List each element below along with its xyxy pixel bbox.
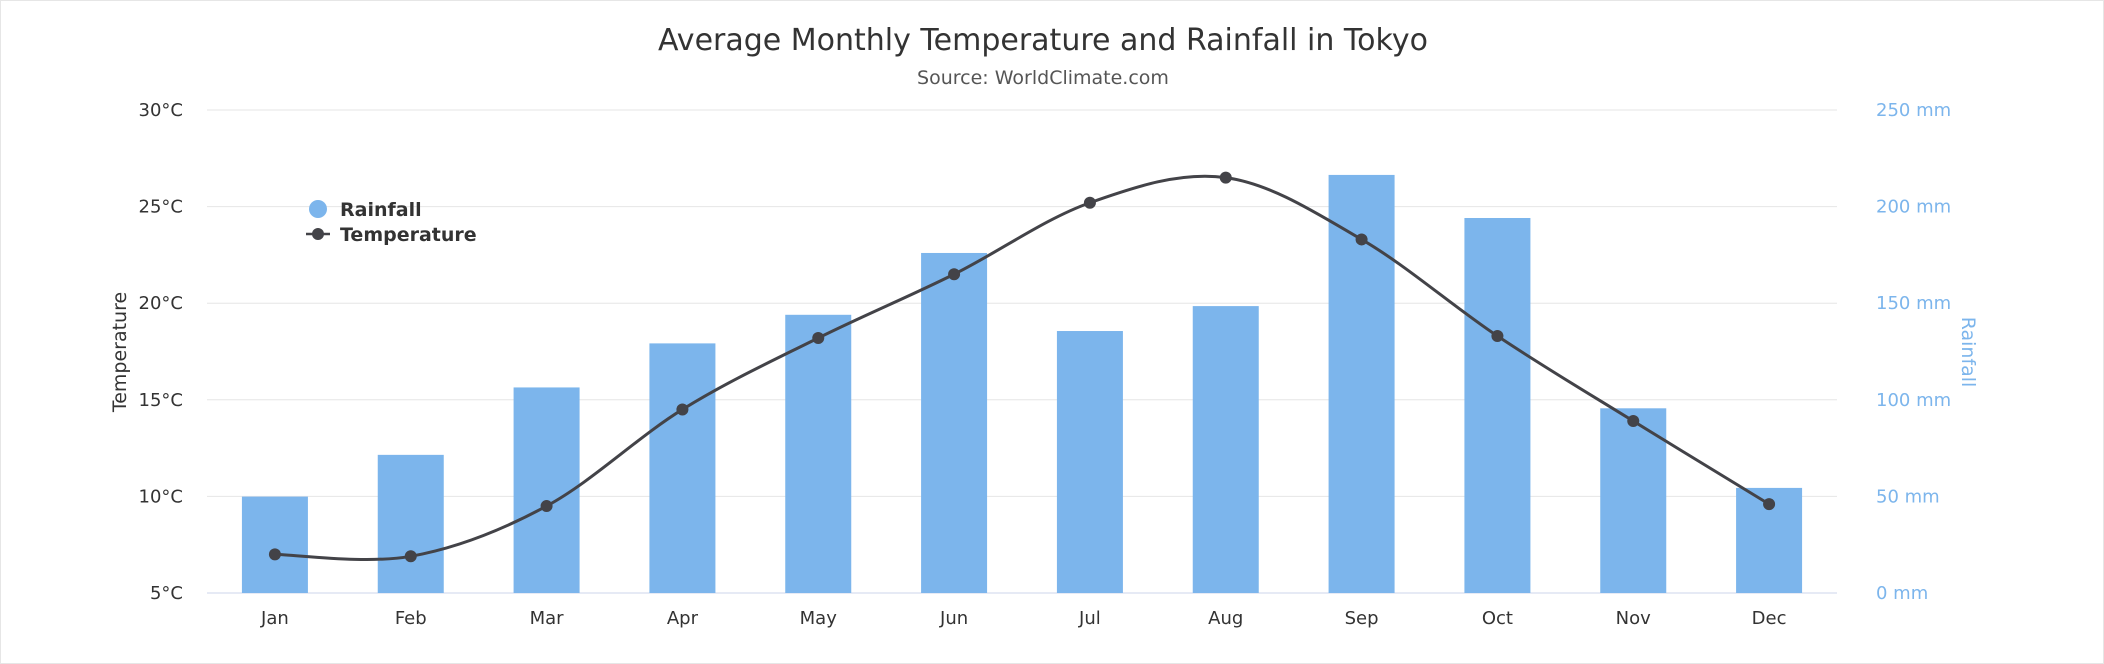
legend-rainfall-label: Rainfall xyxy=(340,199,422,221)
temperature-point[interactable] xyxy=(1355,233,1368,246)
y-right-tick-label: 50 mm xyxy=(1876,486,1940,507)
rainfall-bar[interactable] xyxy=(241,496,308,593)
temperature-line[interactable] xyxy=(274,174,1770,561)
rainfall-bar[interactable] xyxy=(921,252,988,593)
legend-item-temperature[interactable]: Temperature xyxy=(306,224,477,246)
x-tick-label: Dec xyxy=(1752,608,1787,629)
x-tick-label: Feb xyxy=(395,608,427,629)
y-axis-right-title: Rainfall xyxy=(1957,317,1979,388)
y-axis-left-title: Temperature xyxy=(109,292,131,413)
x-tick-label: Apr xyxy=(667,608,699,629)
legend-temperature-label: Temperature xyxy=(340,224,477,246)
y-left-tick-label: 25°C xyxy=(139,197,183,218)
y-right-tick-label: 100 mm xyxy=(1876,390,1951,411)
temperature-point[interactable] xyxy=(1219,171,1232,184)
y-right-tick-label: 0 mm xyxy=(1876,583,1928,604)
temperature-point[interactable] xyxy=(1763,498,1776,511)
chart-title: Average Monthly Temperature and Rainfall… xyxy=(658,23,1428,58)
x-tick-label: Jan xyxy=(260,608,289,629)
y-right-tick-label: 200 mm xyxy=(1876,197,1951,218)
y-axis-right: 0 mm 50 mm 100 mm 150 mm 200 mm 250 mm xyxy=(1876,100,1951,604)
temperature-point[interactable] xyxy=(1083,196,1096,209)
y-left-tick-label: 15°C xyxy=(139,390,183,411)
x-axis: Jan Feb Mar Apr May Jun Jul Aug Sep Oct Nov Dec xyxy=(260,608,1786,629)
rainfall-bar[interactable] xyxy=(785,314,852,593)
y-right-tick-label: 150 mm xyxy=(1876,293,1951,314)
legend-rainfall-marker-icon xyxy=(309,200,327,218)
rainfall-bar[interactable] xyxy=(1464,217,1531,594)
temperature-point[interactable] xyxy=(540,500,553,513)
x-tick-label: Oct xyxy=(1482,608,1513,629)
y-left-tick-label: 5°C xyxy=(150,583,183,604)
temperature-line-layer[interactable] xyxy=(268,171,1776,563)
temperature-point[interactable] xyxy=(268,548,281,561)
y-left-tick-label: 30°C xyxy=(139,100,183,121)
rainfall-bars[interactable] xyxy=(241,174,1803,594)
temperature-point[interactable] xyxy=(1627,415,1640,428)
x-tick-label: Sep xyxy=(1345,608,1379,629)
x-tick-label: Aug xyxy=(1208,608,1243,629)
y-left-tick-label: 20°C xyxy=(139,293,183,314)
x-tick-label: Jul xyxy=(1078,608,1101,629)
rainfall-bar[interactable] xyxy=(1600,408,1667,593)
temperature-point[interactable] xyxy=(676,403,689,416)
x-tick-label: Mar xyxy=(530,608,565,629)
chart-subtitle: Source: WorldClimate.com xyxy=(917,67,1169,89)
x-tick-label: May xyxy=(800,608,838,629)
temperature-point[interactable] xyxy=(404,550,417,563)
temperature-point[interactable] xyxy=(948,268,961,281)
temperature-point[interactable] xyxy=(1491,330,1504,343)
grid-lines xyxy=(207,109,1837,594)
legend-item-rainfall[interactable]: Rainfall xyxy=(309,199,422,221)
temperature-point[interactable] xyxy=(812,331,825,344)
x-tick-label: Jun xyxy=(939,608,968,629)
rainfall-bar[interactable] xyxy=(649,343,716,593)
y-right-tick-label: 250 mm xyxy=(1876,100,1951,121)
y-axis-left: 5°C 10°C 15°C 20°C 25°C 30°C xyxy=(139,100,183,604)
rainfall-bar[interactable] xyxy=(513,387,580,593)
legend: Rainfall Temperature xyxy=(306,199,477,246)
x-tick-label: Nov xyxy=(1616,608,1651,629)
y-left-tick-label: 10°C xyxy=(139,486,183,507)
rainfall-bar[interactable] xyxy=(377,454,444,593)
legend-temperature-marker-icon xyxy=(312,228,324,240)
rainfall-bar[interactable] xyxy=(1056,331,1123,593)
rainfall-bar[interactable] xyxy=(1192,306,1259,593)
